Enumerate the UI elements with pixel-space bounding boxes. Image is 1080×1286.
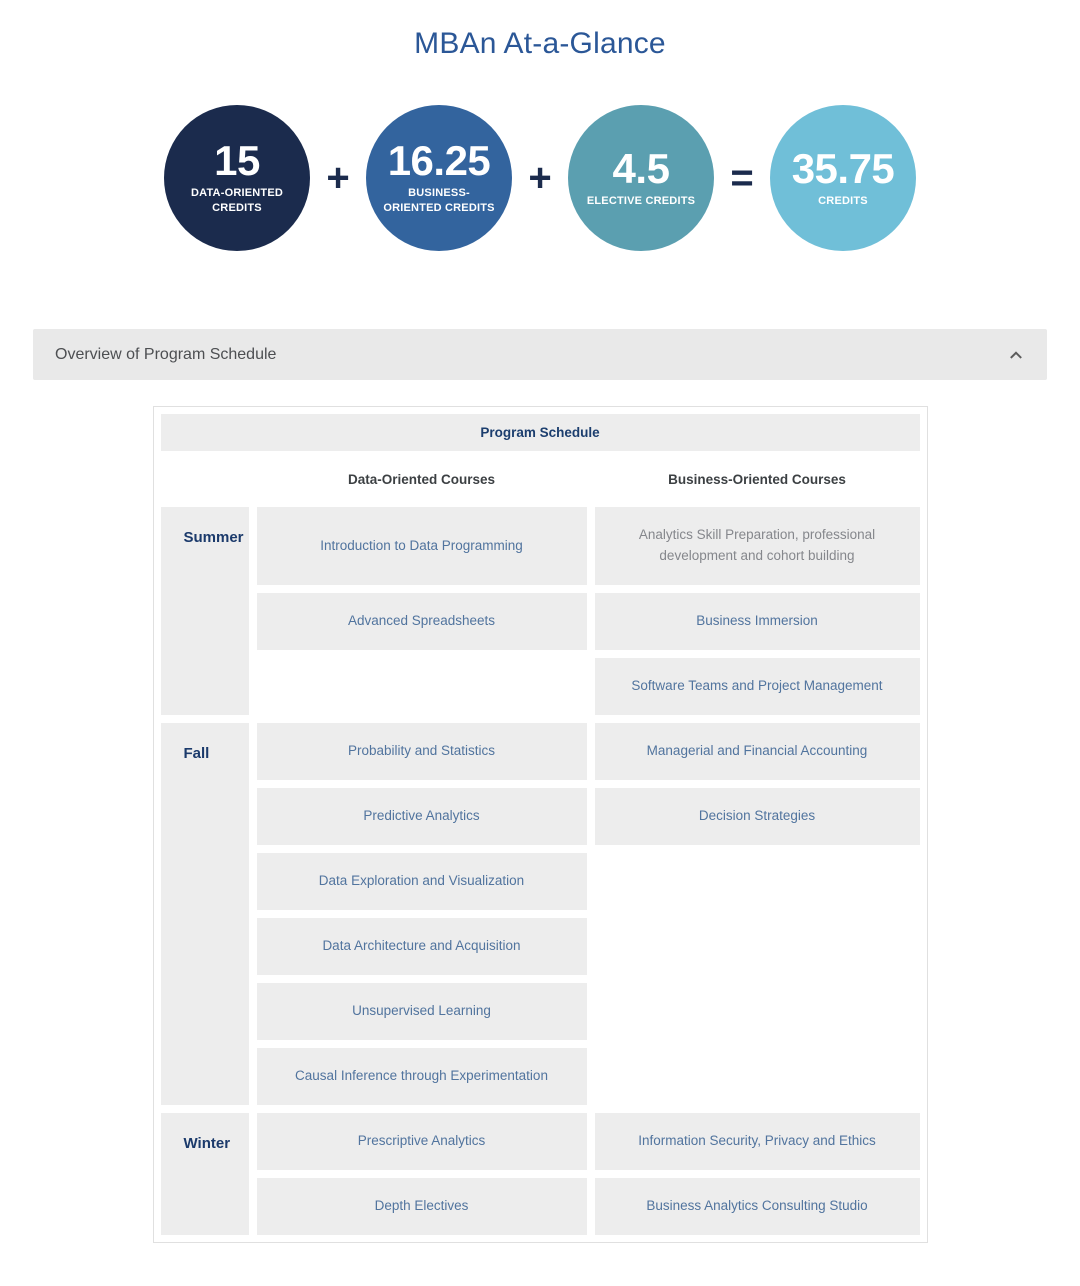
- credit-circle-1: 16.25 BUSINESS-ORIENTED CREDITS: [366, 105, 512, 251]
- course-cell[interactable]: Depth Electives: [256, 1178, 587, 1235]
- table-title: Program Schedule: [160, 414, 920, 451]
- course-cell[interactable]: Introduction to Data Programming: [256, 507, 587, 585]
- credit-value: 35.75: [791, 144, 895, 192]
- season-label-fall: Fall: [160, 723, 249, 1105]
- accordion-header-program-schedule[interactable]: Overview of Program Schedule: [33, 329, 1047, 380]
- course-cell[interactable]: Business Analytics Consulting Studio: [594, 1178, 920, 1235]
- credit-circle-2: 4.5 ELECTIVE CREDITS: [568, 105, 714, 251]
- season-label-winter: Winter: [160, 1113, 249, 1235]
- course-cell[interactable]: Business Immersion: [594, 593, 920, 650]
- operator-plus: +: [528, 156, 552, 200]
- credit-value: 16.25: [387, 137, 491, 185]
- table-body: Summer Introduction to Data Programming An…: [160, 507, 920, 1235]
- credit-label: CREDITS: [818, 194, 868, 207]
- empty-cell: [595, 1048, 920, 1105]
- operator-equals: =: [730, 156, 754, 200]
- course-cell[interactable]: Data Architecture and Acquisition: [256, 918, 587, 975]
- operator-plus: +: [326, 156, 350, 200]
- page: MBAn At-a-Glance 15 DATA-ORIENTED CREDITS…: [0, 27, 1080, 1243]
- credit-label: DATA-ORIENTED CREDITS: [190, 187, 284, 214]
- empty-cell: [257, 658, 587, 715]
- empty-cell: [595, 983, 920, 1040]
- credit-label: ELECTIVE CREDITS: [586, 194, 696, 207]
- column-header-data-oriented: Data-Oriented Courses: [347, 471, 496, 487]
- credit-label: BUSINESS-ORIENTED CREDITS: [383, 187, 495, 214]
- course-cell[interactable]: Prescriptive Analytics: [256, 1113, 587, 1170]
- season-label-summer: Summer: [160, 507, 249, 715]
- course-cell[interactable]: Unsupervised Learning: [256, 983, 587, 1040]
- program-schedule-table: Program Schedule Data-Oriented Courses B…: [152, 406, 928, 1243]
- page-title: MBAn At-a-Glance: [414, 27, 666, 60]
- empty-cell: [595, 918, 920, 975]
- season-section-summer: Summer Introduction to Data Programming An…: [160, 507, 920, 715]
- credit-value: 4.5: [612, 144, 670, 192]
- course-cell[interactable]: Advanced Spreadsheets: [256, 593, 587, 650]
- course-cell[interactable]: Probability and Statistics: [256, 723, 587, 780]
- chevron-up-icon[interactable]: [1007, 346, 1025, 364]
- course-cell: Analytics Skill Preparation, professiona…: [594, 507, 920, 585]
- credits-equation: 15 DATA-ORIENTED CREDITS +16.25 BUSINESS-OR…: [0, 105, 1080, 251]
- accordion-title: Overview of Program Schedule: [55, 345, 277, 363]
- credit-circle-3: 35.75 CREDITS: [770, 105, 916, 251]
- column-header-business-oriented: Business-Oriented Courses: [668, 471, 846, 487]
- credit-value: 15: [214, 137, 260, 185]
- credit-circle-0: 15 DATA-ORIENTED CREDITS: [164, 105, 310, 251]
- course-cell[interactable]: Causal Inference through Experimentation: [256, 1048, 587, 1105]
- course-cell[interactable]: Data Exploration and Visualization: [256, 853, 587, 910]
- course-cell[interactable]: Predictive Analytics: [256, 788, 587, 845]
- empty-cell: [595, 853, 920, 910]
- course-cell[interactable]: Decision Strategies: [594, 788, 920, 845]
- course-cell[interactable]: Information Security, Privacy and Ethics: [594, 1113, 920, 1170]
- course-cell[interactable]: Software Teams and Project Management: [594, 658, 920, 715]
- season-section-winter: Winter Prescriptive Analytics Information …: [160, 1113, 920, 1235]
- table-column-headers: Data-Oriented Courses Business-Oriented …: [161, 451, 920, 507]
- course-cell[interactable]: Managerial and Financial Accounting: [594, 723, 920, 780]
- season-section-fall: Fall Probability and Statistics Managerial…: [160, 723, 920, 1105]
